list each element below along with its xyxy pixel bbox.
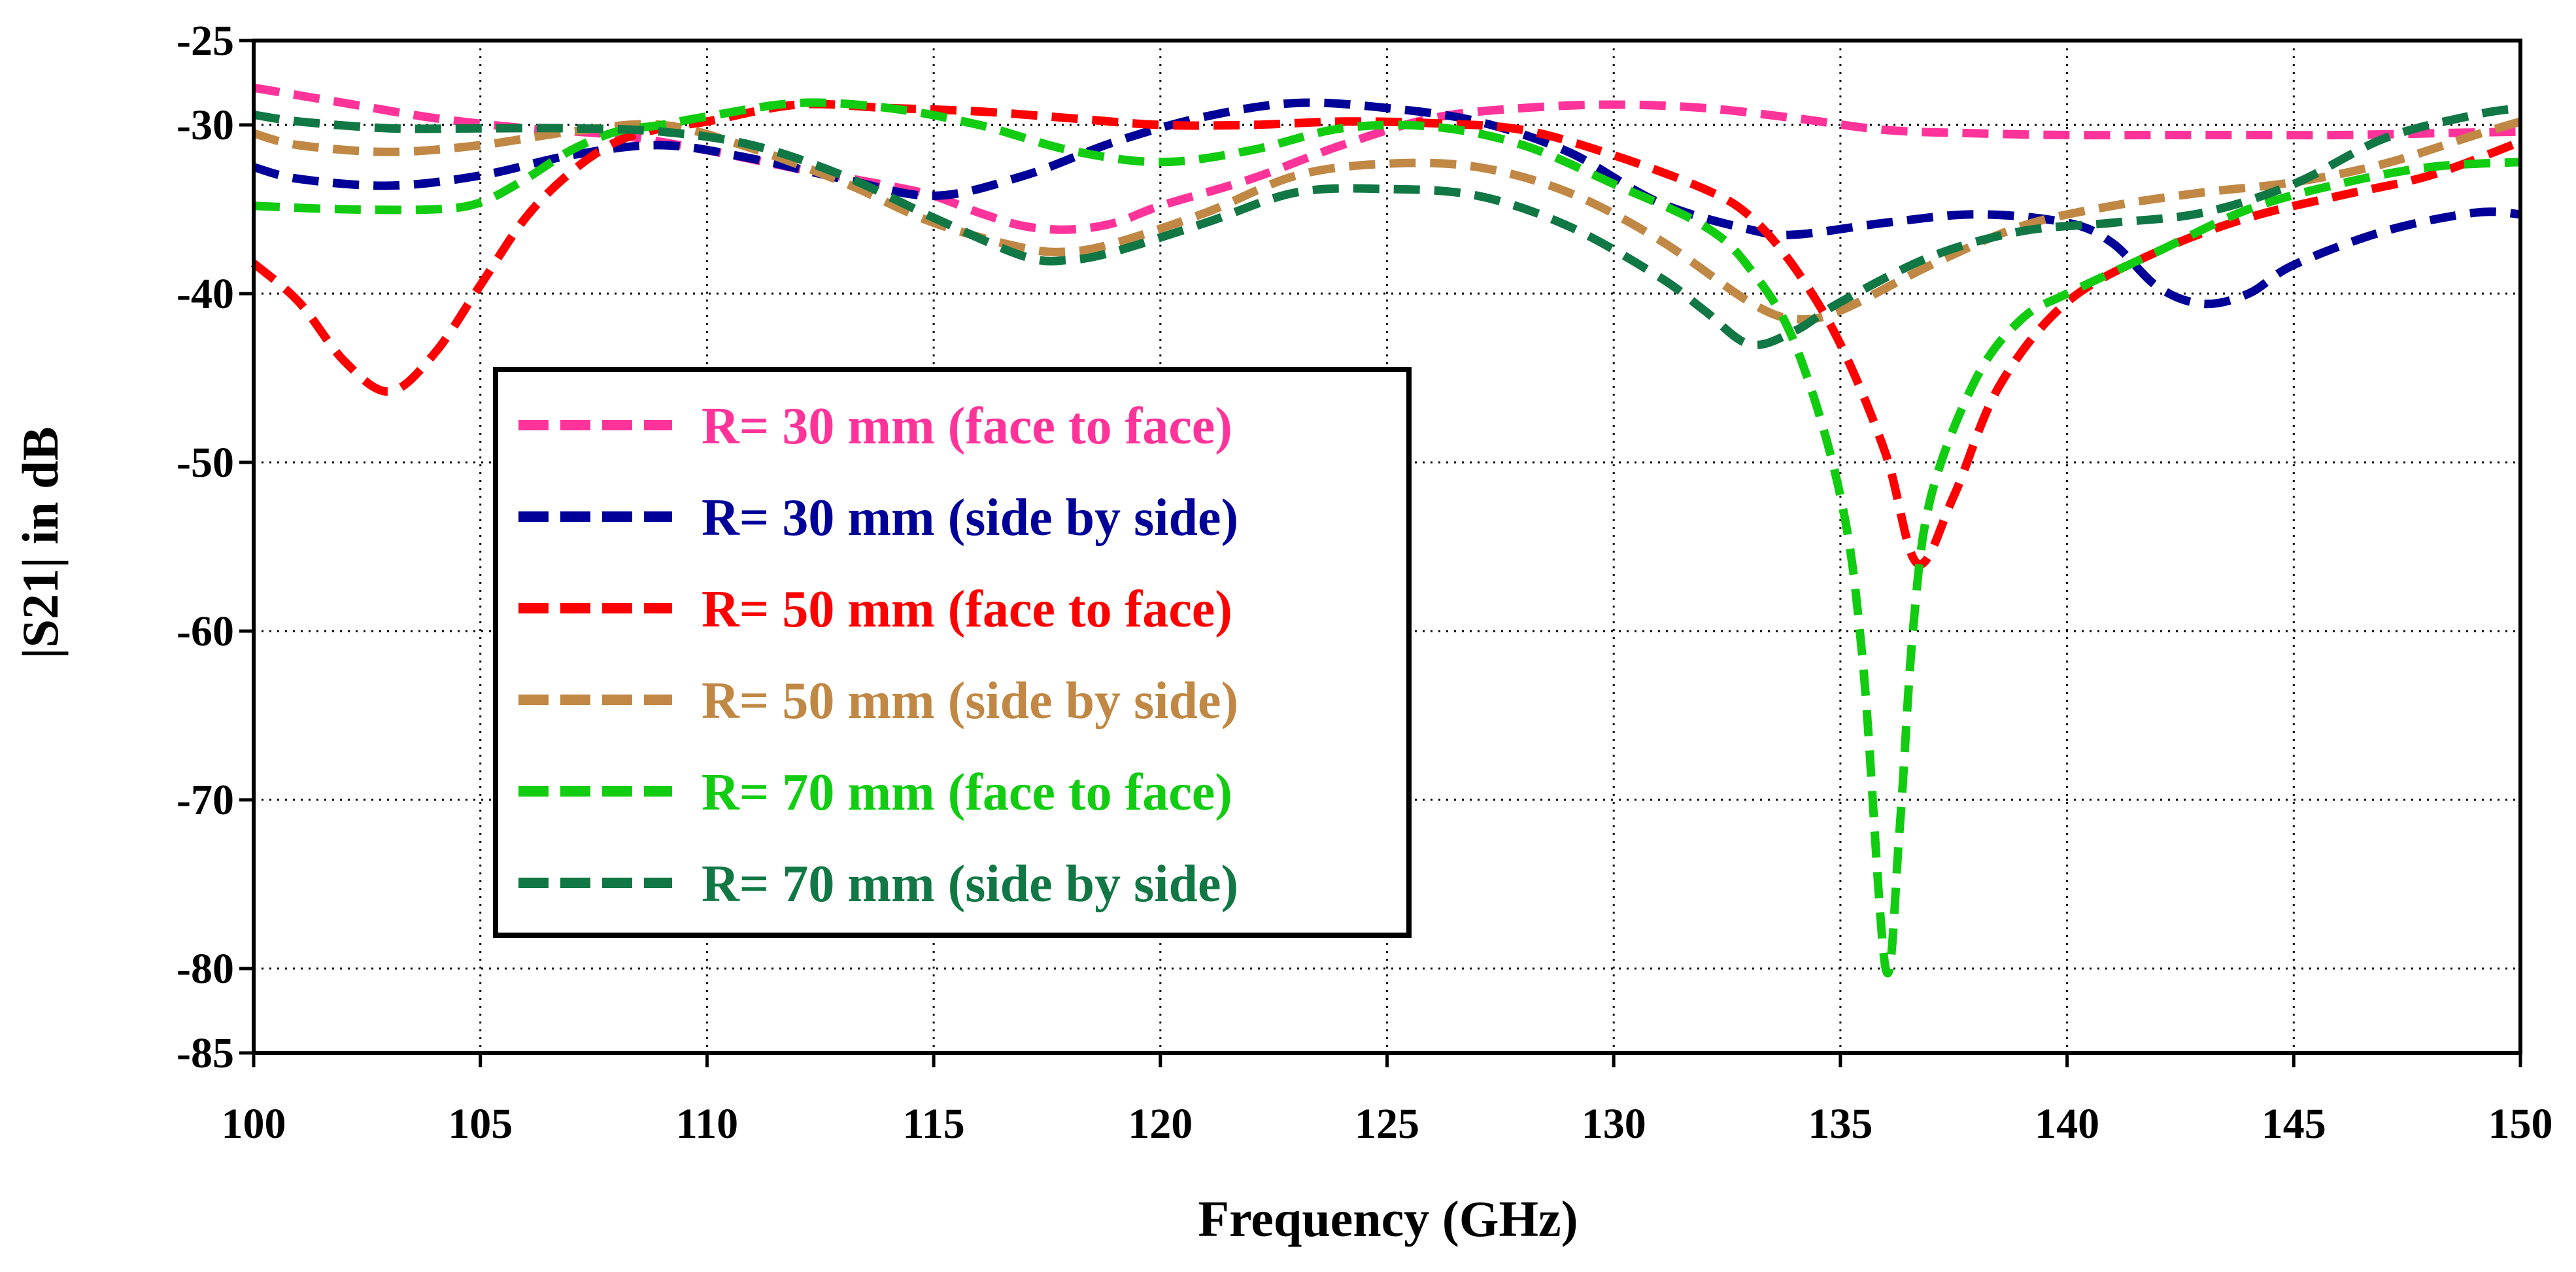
x-tick-label: 120 bbox=[1128, 1100, 1193, 1148]
series-line-6 bbox=[253, 103, 2521, 349]
x-tick-label: 105 bbox=[448, 1100, 513, 1148]
y-tick-label: -85 bbox=[177, 1029, 234, 1077]
legend-label-4: R= 50 mm (side by side) bbox=[702, 672, 1238, 730]
x-tick-label: 145 bbox=[2262, 1100, 2326, 1148]
x-axis-title: Frequency (GHz) bbox=[1198, 1190, 1578, 1247]
series-line-5 bbox=[253, 98, 2521, 978]
series-line-2 bbox=[252, 98, 2521, 309]
legend-box bbox=[493, 367, 1412, 938]
x-tick-label: 150 bbox=[2488, 1100, 2553, 1148]
y-tick-label: -60 bbox=[177, 608, 234, 655]
tick-layer: 100 105 110 115 120 125 130 135 140 145 150 -25 -30 -… bbox=[177, 17, 2552, 1148]
x-tick-label: 100 bbox=[222, 1100, 286, 1148]
series-line-3 bbox=[250, 99, 2522, 569]
x-tick-label: 130 bbox=[1582, 1100, 1646, 1148]
y-tick-label: -50 bbox=[177, 439, 234, 487]
x-tick-label: 140 bbox=[2035, 1100, 2099, 1148]
legend: R= 30 mm (face to face) R= 30 mm (side by… bbox=[493, 367, 1412, 938]
legend-label-1: R= 30 mm (face to face) bbox=[702, 398, 1232, 455]
y-tick-label: -40 bbox=[177, 270, 234, 318]
legend-label-3: R= 50 mm (face to face) bbox=[702, 581, 1232, 638]
x-tick-label: 115 bbox=[902, 1100, 964, 1148]
x-tick-label: 125 bbox=[1355, 1100, 1419, 1148]
y-tick-label: -30 bbox=[177, 101, 234, 149]
y-tick-label: -70 bbox=[177, 776, 234, 824]
x-tick-label: 135 bbox=[1808, 1100, 1873, 1148]
x-tick-label: 110 bbox=[676, 1100, 738, 1148]
y-tick-label: -25 bbox=[177, 17, 234, 65]
y-axis-title: |S21| in dB bbox=[12, 426, 69, 659]
legend-label-6: R= 70 mm (side by side) bbox=[702, 855, 1238, 913]
series-layer bbox=[250, 83, 2522, 978]
legend-label-5: R= 70 mm (face to face) bbox=[702, 764, 1232, 821]
y-tick-label: -80 bbox=[177, 945, 234, 993]
legend-label-2: R= 30 mm (side by side) bbox=[702, 489, 1238, 547]
